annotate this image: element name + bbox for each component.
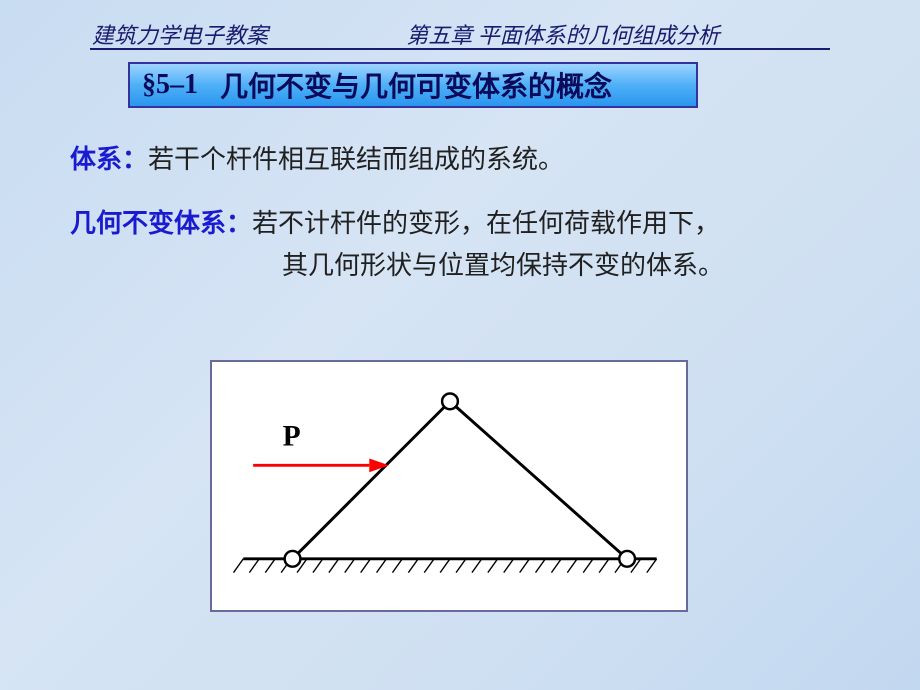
slide-header: 建筑力学电子教案 第五章 平面体系的几何组成分析 [92, 18, 828, 50]
force-arrow [253, 458, 389, 472]
member-right [450, 401, 627, 558]
header-right: 第五章 平面体系的几何组成分析 [268, 18, 828, 50]
section-number: §5–1 [142, 69, 198, 101]
hinge-right [619, 551, 635, 567]
truss-svg: P [212, 362, 686, 610]
member-left [293, 401, 450, 558]
header-left: 建筑力学电子教案 [92, 18, 268, 50]
section-title-text: 几何不变与几何可变体系的概念 [220, 65, 612, 105]
slide: 建筑力学电子教案 第五章 平面体系的几何组成分析 §5–1 几何不变与几何可变体… [0, 0, 920, 690]
definition-tixi-label: 体系： [70, 145, 148, 174]
definition-jihe-bubian-line2: 其几何形状与位置均保持不变的体系。 [282, 251, 724, 280]
force-label: P [283, 421, 301, 453]
hinge-apex [442, 393, 458, 409]
definition-jihe-bubian-label: 几何不变体系： [70, 209, 252, 238]
header-divider [90, 48, 830, 50]
definition-jihe-bubian: 几何不变体系：若不计杆件的变形，在任何荷载作用下， [70, 204, 850, 244]
definition-tixi: 体系：若干个杆件相互联结而组成的系统。 [70, 140, 850, 180]
truss-diagram: P [210, 360, 688, 612]
section-title-band: §5–1 几何不变与几何可变体系的概念 [128, 62, 698, 108]
hinge-left [285, 551, 301, 567]
definition-tixi-text: 若干个杆件相互联结而组成的系统。 [148, 145, 564, 174]
definition-jihe-bubian-line2-wrap: 其几何形状与位置均保持不变的体系。 [70, 246, 850, 286]
definition-jihe-bubian-line1: 若不计杆件的变形，在任何荷载作用下， [252, 209, 720, 238]
